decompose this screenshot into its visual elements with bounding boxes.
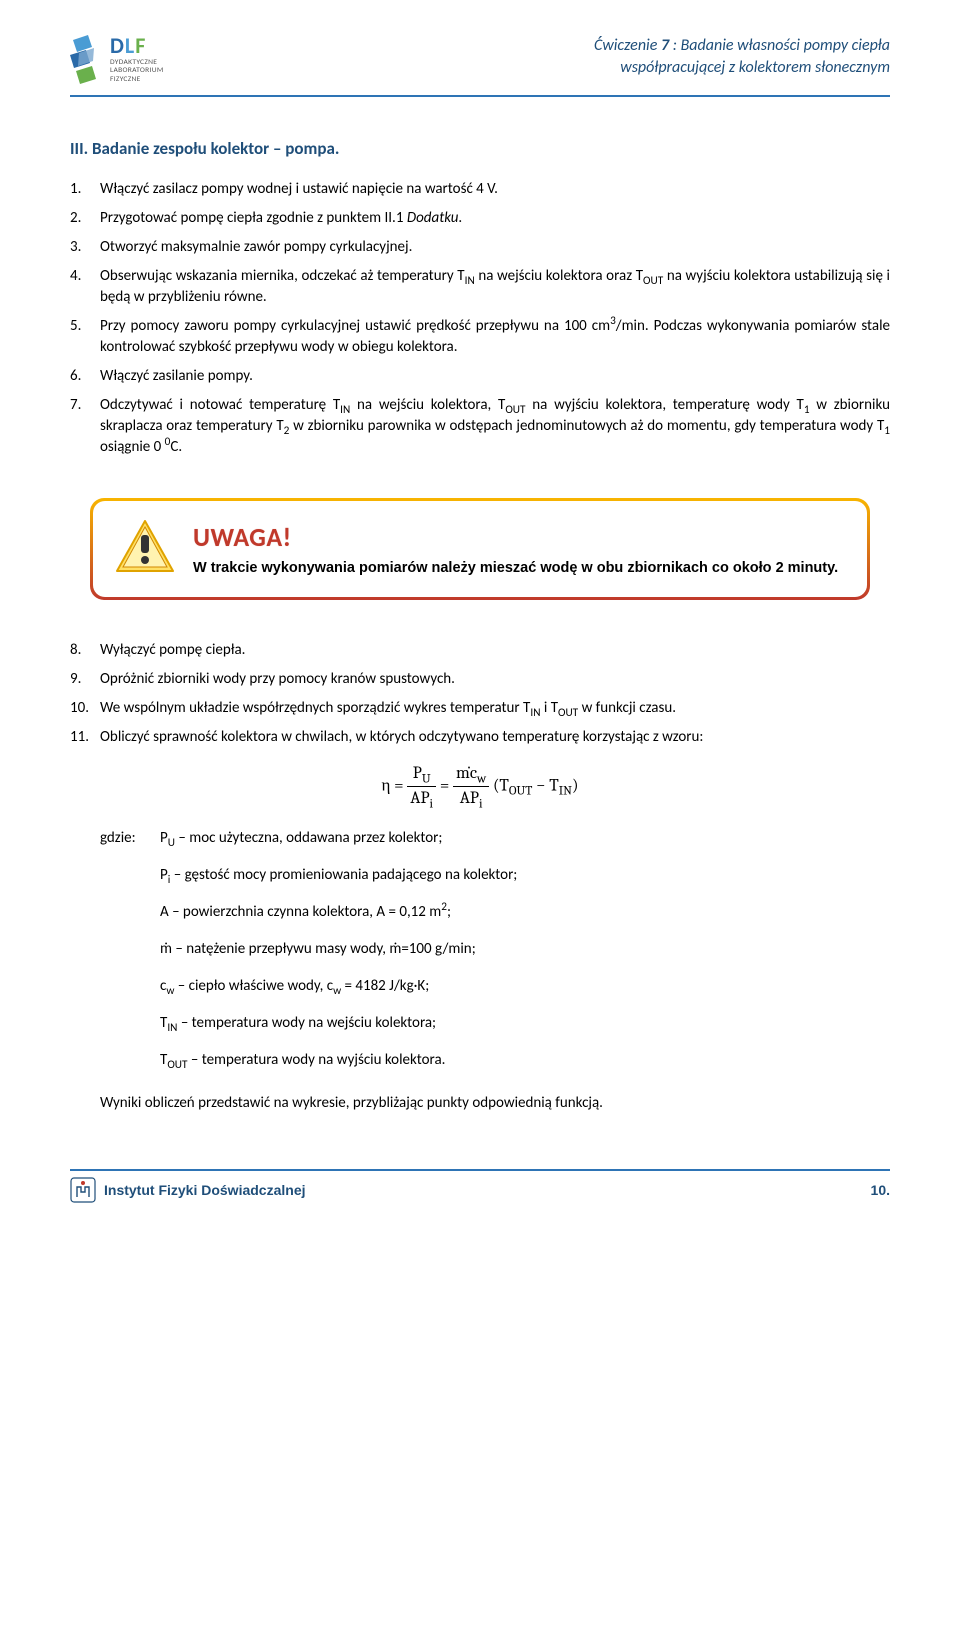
document-title: Ćwiczenie 7 : Ćwiczenie 7 : Badanie włas… [594,35,890,80]
warning-icon [115,519,175,574]
formula-definitions: gdzie: PU – moc użyteczna, oddawana prze… [70,828,890,1071]
list-item: 8.Wyłączyć pompę ciepła. [70,640,890,661]
def-m: ṁ – natężenie przepływu masy wody, ṁ=100… [160,939,890,960]
def-pu: PU – moc użyteczna, oddawana przez kolek… [160,828,442,849]
logo-shapes-icon [70,35,104,89]
list-item: 10.We wspólnym układzie współrzędnych sp… [70,698,890,719]
dlf-logo: DLF DYDAKTYCZNE LABORATORIUM FIZYCZNE [70,35,164,89]
list-item: 7.Odczytywać i notować temperaturę TIN n… [70,395,890,458]
instruction-list: 1.Włączyć zasilacz pompy wodnej i ustawi… [70,179,890,458]
warning-callout: UWAGA! W trakcie wykonywania pomiarów na… [90,498,870,600]
logo-letters: DLF [110,35,164,57]
result-instruction: Wyniki obliczeń przedstawić na wykresie,… [100,1093,860,1114]
list-item: 11.Obliczyć sprawność kolektora w chwila… [70,727,890,748]
warning-body: W trakcie wykonywania pomiarów należy mi… [193,559,838,579]
footer-institute: Instytut Fizyki Doświadczalnej [104,1181,306,1201]
page-number: 10. [871,1181,890,1201]
instruction-list-2: 8.Wyłączyć pompę ciepła. 9.Opróżnić zbio… [70,640,890,748]
list-item: 3.Otworzyć maksymalnie zawór pompy cyrku… [70,237,890,258]
section-heading: III. Badanie zespołu kolektor – pompa. [70,137,890,161]
page-header: DLF DYDAKTYCZNE LABORATORIUM FIZYCZNE Ćw… [70,35,890,89]
list-item: 2.Przygotować pompę ciepła zgodnie z pun… [70,208,890,229]
header-divider [70,95,890,97]
def-tin: TIN – temperatura wody na wejściu kolekt… [160,1013,890,1034]
list-item: 5.Przy pomocy zaworu pompy cyrkulacyjnej… [70,316,890,358]
list-item: 9.Opróżnić zbiorniki wody przy pomocy kr… [70,669,890,690]
university-logo-icon [70,1177,96,1203]
list-item: 6.Włączyć zasilanie pompy. [70,366,890,387]
logo-subtitle: DYDAKTYCZNE LABORATORIUM FIZYCZNE [110,59,164,84]
warning-title: UWAGA! [193,519,838,555]
gdzie-label: gdzie: [100,828,160,849]
efficiency-formula: η = PU APi = ṁcw APi (TOUT − TIN) [70,762,890,811]
list-item: 1.Włączyć zasilacz pompy wodnej i ustawi… [70,179,890,200]
def-pi: Pi – gęstość mocy promieniowania padając… [160,865,890,886]
def-a: A – powierzchnia czynna kolektora, A = 0… [160,902,890,923]
def-tout: TOUT – temperatura wody na wyjściu kolek… [160,1050,890,1071]
list-item: 4.Obserwując wskazania miernika, odczeka… [70,266,890,308]
page-footer: Instytut Fizyki Doświadczalnej 10. [70,1169,890,1203]
def-cw: cw – ciepło właściwe wody, cw = 4182 J/k… [160,976,890,997]
